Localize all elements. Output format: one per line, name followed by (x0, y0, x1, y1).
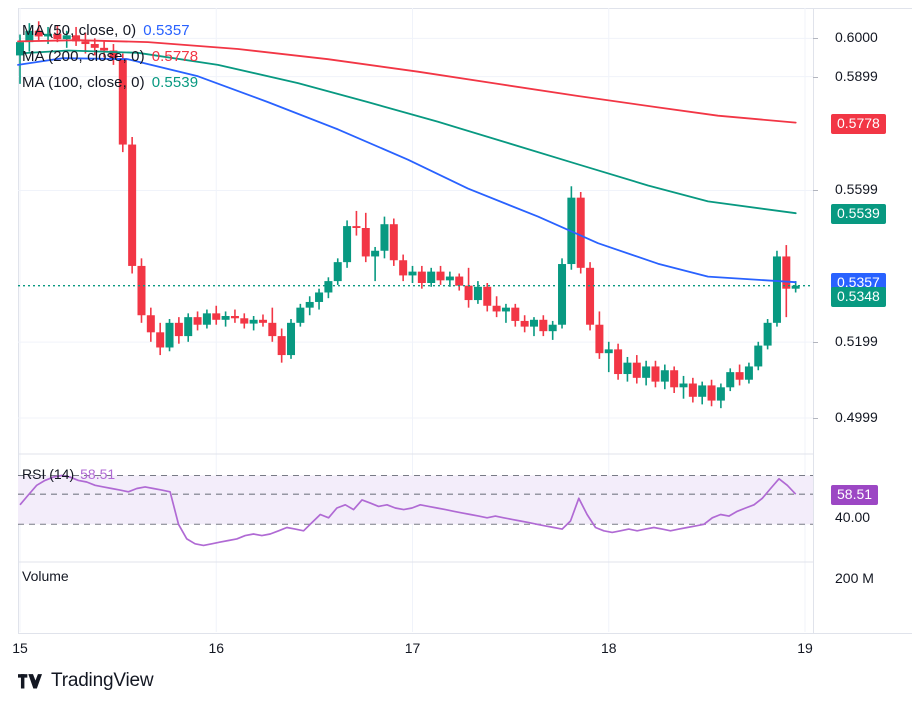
legend-ma200[interactable]: MA (200, close, 0) 0.5778 (22, 48, 198, 65)
chart-left-border (18, 8, 19, 633)
legend-volume[interactable]: Volume (22, 568, 69, 584)
gridlines-layer (18, 8, 813, 632)
price-axis-label-2: 0.5599 (835, 181, 878, 198)
legend-ma200-value: 0.5778 (151, 48, 199, 65)
price-scale-separator (813, 8, 814, 633)
legend-volume-label: Volume (22, 568, 69, 584)
time-axis-label-18: 18 (600, 640, 617, 656)
legend-ma200-label: MA (200, close, 0) (22, 48, 145, 65)
rsi-indicator-pane (18, 474, 813, 547)
price-tick (813, 342, 818, 344)
legend-ma50-value: 0.5357 (143, 22, 190, 39)
legend-ma100-value: 0.5539 (151, 74, 199, 91)
price-tick (813, 190, 818, 192)
last-price-tag[interactable]: 0.5348 (831, 286, 886, 307)
ma100-price-tag[interactable]: 0.5539 (831, 204, 886, 225)
rsi-level-label: 40.00 (835, 508, 871, 525)
price-axis-label-1: 0.5899 (835, 67, 878, 84)
legend-ma100-label: MA (100, close, 0) (22, 74, 145, 91)
time-axis-label-17: 17 (404, 640, 421, 656)
legend-rsi[interactable]: RSI (14) 58.51 (22, 466, 115, 482)
chart-top-border (18, 8, 912, 9)
tradingview-logo-icon (18, 673, 42, 688)
ma200-price-tag[interactable]: 0.5778 (831, 113, 886, 134)
price-axis-label-3: 0.5199 (835, 333, 878, 350)
price-tick (813, 38, 818, 40)
volume-axis-label: 200 M (835, 570, 874, 586)
moving-average-overlays (17, 39, 797, 284)
time-scale[interactable]: 15 16 17 18 19 (0, 634, 912, 666)
time-axis-label-15: 15 (12, 640, 28, 656)
chart-canvas[interactable]: MA (50, close, 0) 0.5357 MA (200, close, … (16, 8, 813, 633)
chart-bottom-border (18, 633, 912, 634)
time-axis-label-16: 16 (208, 640, 225, 656)
tradingview-branding: TradingView (18, 670, 154, 692)
legend-ma50-label: MA (50, close, 0) (22, 22, 137, 39)
rsi-value-tag[interactable]: 58.51 (831, 485, 879, 506)
brand-name: TradingView (51, 670, 154, 691)
legend-rsi-value: 58.51 (80, 466, 116, 482)
time-axis-label-19: 19 (797, 640, 813, 656)
legend-ma50[interactable]: MA (50, close, 0) 0.5357 (22, 22, 190, 39)
price-tick (813, 76, 818, 78)
price-tick (813, 418, 818, 420)
price-axis-label-4: 0.4999 (835, 409, 878, 426)
legend-ma100[interactable]: MA (100, close, 0) 0.5539 (22, 74, 198, 91)
price-scale[interactable]: 0.6000 0.5899 0.5599 0.5199 0.4999 0.5778 0.55… (813, 8, 912, 633)
legend-rsi-label: RSI (14) (22, 466, 75, 482)
price-axis-label-0: 0.6000 (835, 29, 878, 46)
